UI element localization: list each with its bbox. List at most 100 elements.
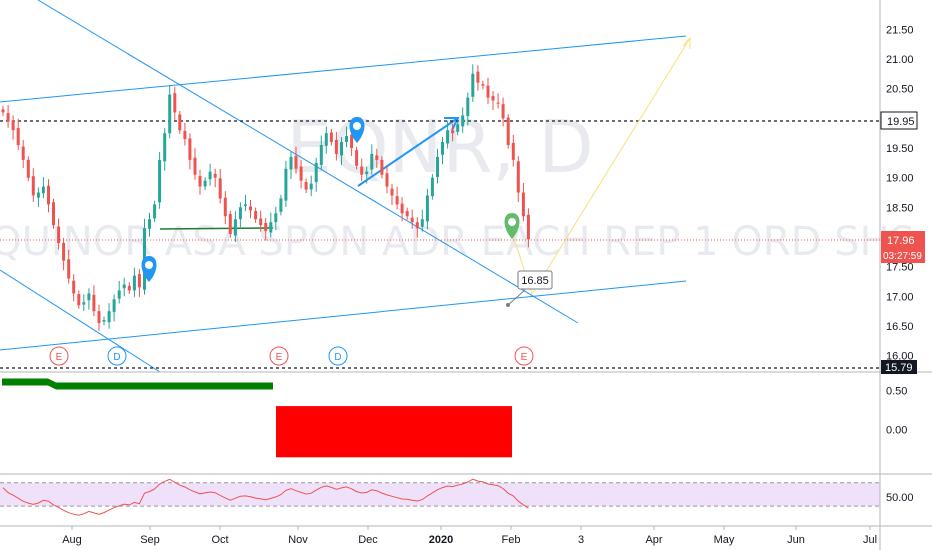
candle — [57, 218, 61, 250]
candle — [319, 135, 323, 170]
svg-text:D: D — [334, 352, 341, 363]
candle — [107, 303, 111, 329]
candle — [274, 206, 278, 231]
indicator2-ticks: 50.00 — [886, 492, 914, 504]
svg-text:E: E — [56, 352, 63, 363]
candle — [21, 139, 25, 168]
candle — [264, 218, 268, 241]
descending-trend-line[interactable] — [37, 0, 579, 324]
target-label-box[interactable] — [517, 270, 553, 290]
candle — [238, 202, 242, 229]
price-tick-label: 18.50 — [886, 202, 914, 214]
time-tick-label: Feb — [502, 534, 521, 546]
candle — [223, 191, 227, 225]
candle — [16, 118, 20, 151]
candle — [183, 122, 187, 146]
map-pin-icon[interactable] — [504, 213, 520, 239]
candle — [47, 179, 50, 213]
earnings-badge[interactable]: E — [514, 346, 534, 366]
candle — [254, 207, 258, 223]
flat-base-line[interactable] — [159, 227, 274, 230]
map-pin-icon[interactable] — [141, 256, 157, 282]
level-high-tag[interactable]: 19.95 — [880, 111, 918, 130]
markers[interactable] — [141, 117, 520, 282]
candles — [1, 64, 530, 331]
candle — [521, 183, 525, 222]
candle — [1, 105, 5, 116]
price-tick-label: 16.50 — [886, 321, 914, 333]
price-tick-label: 17.00 — [886, 291, 914, 303]
candle — [72, 274, 76, 302]
candle — [405, 207, 409, 220]
svg-text:17.96: 17.96 — [887, 235, 915, 247]
candle — [476, 65, 480, 91]
candle — [345, 126, 348, 148]
time-axis[interactable]: Aug Sep Oct Nov Dec 2020 Feb 3 Apr May Jun Jul — [62, 526, 877, 546]
svg-text:D: D — [113, 352, 120, 363]
candle — [400, 197, 404, 222]
candle — [486, 77, 490, 105]
price-ticks: 21.5021.0020.5020.0019.5019.0018.5018.00… — [886, 24, 914, 362]
price-tick-label: 17.50 — [886, 262, 914, 274]
candle — [203, 177, 207, 191]
price-tick-label: 20.50 — [886, 84, 914, 96]
candle — [62, 237, 66, 271]
indicator2-pane[interactable] — [0, 478, 880, 516]
last-price-tag[interactable]: 17.96 03:27:59 — [881, 231, 925, 263]
candle — [430, 174, 434, 200]
candle — [198, 169, 202, 195]
price-pane[interactable]: 16.85 E D E D E — [0, 0, 880, 373]
short-support-line[interactable] — [0, 269, 161, 373]
candle — [92, 285, 96, 317]
time-tick-label: Nov — [288, 534, 308, 546]
candle — [284, 160, 288, 208]
dividend-badge[interactable]: D — [328, 346, 348, 366]
price-tick-label: 21.50 — [886, 24, 914, 36]
indicator1-pane[interactable] — [2, 378, 512, 458]
candle — [375, 148, 379, 168]
candle — [436, 148, 439, 184]
breakout-arrow-line[interactable] — [357, 117, 459, 187]
candle — [314, 157, 318, 192]
candle — [233, 211, 237, 242]
candle — [324, 126, 328, 154]
price-tick-label: 16.00 — [886, 351, 914, 363]
candle — [370, 144, 374, 175]
lower-channel-line[interactable] — [0, 280, 687, 351]
candle — [36, 187, 40, 208]
earnings-badge[interactable]: E — [269, 346, 289, 366]
candle — [137, 269, 141, 297]
svg-text:E: E — [521, 352, 528, 363]
upper-channel-line[interactable] — [0, 35, 687, 103]
time-tick-label: Jul — [863, 534, 877, 546]
projection-path[interactable] — [511, 37, 691, 296]
event-badges[interactable]: E D E D E — [49, 346, 534, 366]
candle — [456, 120, 460, 136]
price-tick-label: 19.00 — [886, 173, 914, 185]
map-pin-icon[interactable] — [349, 117, 365, 143]
level-low-tag[interactable]: 15.79 — [881, 360, 917, 374]
dividend-badge[interactable]: D — [107, 346, 127, 366]
svg-text:15.79: 15.79 — [885, 362, 913, 374]
earnings-badge[interactable]: E — [49, 346, 69, 366]
candle — [304, 178, 308, 194]
drawings[interactable]: 16.85 — [0, 0, 880, 373]
candle — [143, 218, 146, 295]
candle — [77, 290, 81, 309]
price-axis[interactable]: 21.5021.0020.5020.0019.5019.0018.5018.00… — [879, 0, 925, 550]
candle — [355, 146, 359, 170]
candle — [188, 133, 192, 170]
candle — [451, 123, 455, 142]
candle — [52, 198, 55, 229]
candle — [168, 85, 172, 139]
candle — [228, 210, 232, 238]
time-tick-label: Sep — [140, 534, 160, 546]
candle — [193, 148, 197, 180]
candle — [153, 200, 157, 222]
candle — [526, 208, 530, 248]
candle — [481, 80, 485, 90]
candle — [259, 210, 263, 232]
rsi-line — [2, 478, 529, 516]
indicator2-tick-label: 50.00 — [886, 492, 914, 504]
